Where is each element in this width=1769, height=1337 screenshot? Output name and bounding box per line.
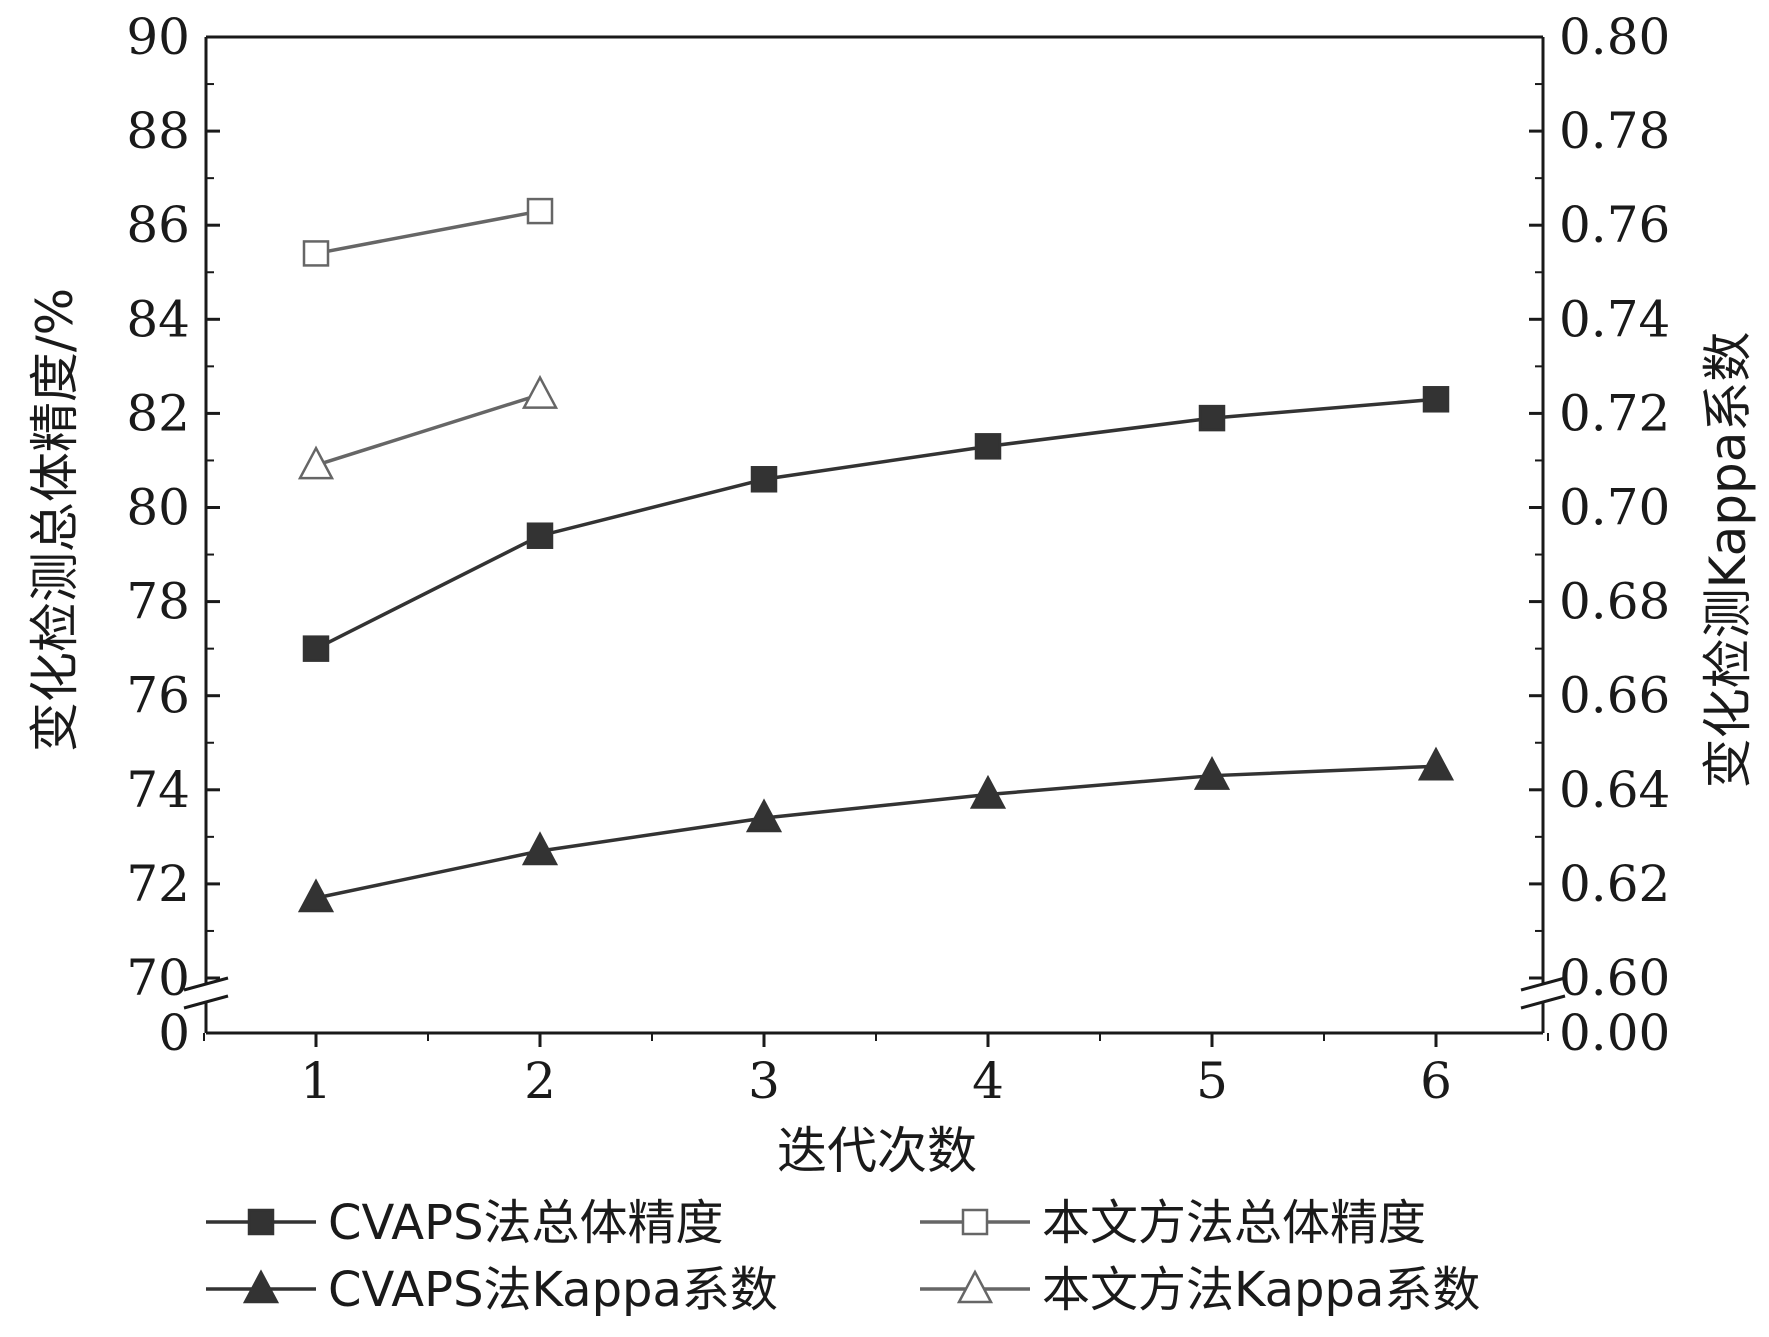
series-line [315, 764, 1437, 900]
right-tick-label: 0.62 [1559, 855, 1670, 913]
x-axis-title: 迭代次数 [777, 1122, 977, 1180]
axis-break-mark [183, 976, 229, 992]
data-point-marker [1193, 756, 1231, 790]
legend-item: CVAPS法总体精度 [206, 1195, 724, 1251]
legend-label: 本文方法总体精度 [1042, 1195, 1426, 1251]
data-point-marker [969, 774, 1007, 809]
left-tick-label: 76 [126, 667, 190, 725]
data-point-marker [1198, 404, 1226, 432]
x-tick-label: 3 [748, 1052, 780, 1110]
axis-break-mark [1520, 976, 1566, 992]
right-tick-label-zero: 0.00 [1559, 1004, 1670, 1062]
left-tick-label: 82 [126, 384, 190, 442]
left-tick-label: 86 [126, 196, 190, 254]
data-point-marker [526, 197, 554, 225]
right-tick-label: 0.80 [1559, 8, 1670, 66]
x-tick-label: 6 [1420, 1052, 1452, 1110]
series-layer [297, 197, 1455, 913]
legend-item: CVAPS法Kappa系数 [206, 1262, 778, 1318]
data-point-marker [302, 635, 330, 662]
data-point-marker [521, 374, 559, 409]
left-tick-label: 70 [126, 949, 190, 1007]
x-tick-label: 4 [972, 1052, 1004, 1110]
left-y-axis-title: 变化检测总体精度/% [26, 288, 84, 752]
axis-break-mark [1520, 994, 1566, 1010]
right-tick-label: 0.76 [1559, 196, 1670, 254]
right-tick-label: 0.72 [1559, 384, 1670, 442]
left-tick-label: 80 [126, 479, 190, 537]
data-point-marker [302, 240, 330, 267]
data-point-marker [526, 522, 554, 549]
left-tick-label: 84 [126, 290, 190, 348]
data-point-marker [297, 878, 335, 913]
x-tick-label: 1 [300, 1052, 332, 1110]
right-y-axis: 0.80 0.78 0.76 0.74 0.72 0.70 0.68 0.66 0.64 0.62… [1529, 8, 1670, 1062]
left-tick-label: 88 [126, 102, 190, 160]
series-2 [302, 197, 554, 267]
series-line [315, 392, 541, 467]
legend-item: 本文方法Kappa系数 [920, 1262, 1480, 1318]
legend-marker [961, 1208, 989, 1236]
x-axis: 1 2 3 4 5 6 [203, 1033, 1549, 1110]
data-point-marker [1422, 386, 1450, 413]
left-y-axis: 90 88 86 84 82 80 78 76 74 72 700 [126, 8, 220, 1062]
data-point-marker [1417, 746, 1455, 781]
legend-marker [956, 1269, 994, 1304]
left-tick-label: 74 [126, 761, 190, 819]
left-tick-label: 72 [126, 855, 190, 913]
series-line [315, 397, 1437, 651]
data-point-marker [750, 466, 778, 493]
legend-item: 本文方法总体精度 [920, 1195, 1426, 1251]
data-point-marker [974, 433, 1002, 460]
series-3 [297, 746, 1455, 913]
x-tick-label: 2 [524, 1052, 556, 1110]
legend-marker [247, 1208, 275, 1236]
data-point-marker [745, 798, 783, 833]
axis-break-mark [183, 994, 229, 1010]
series-line [315, 209, 541, 256]
right-tick-label: 0.64 [1559, 761, 1670, 819]
legend-label: 本文方法Kappa系数 [1042, 1262, 1480, 1318]
right-y-axis-title: 变化检测Kappa系数 [1699, 332, 1757, 789]
right-tick-label: 0.78 [1559, 102, 1670, 160]
series-1 [302, 386, 1450, 662]
right-tick-label: 0.70 [1559, 479, 1670, 537]
left-tick-label-zero: 0 [158, 1004, 190, 1062]
series-4 [297, 374, 559, 480]
data-point-marker [297, 445, 335, 480]
data-point-marker [521, 831, 559, 866]
left-tick-label: 90 [126, 8, 190, 66]
right-tick-label: 0.68 [1559, 573, 1670, 631]
legend: CVAPS法总体精度 本文方法总体精度 CVAPS法Kappa系数 本文方法Kappa… [206, 1195, 1480, 1318]
legend-label: CVAPS法总体精度 [328, 1195, 724, 1251]
right-tick-label: 0.60 [1559, 949, 1670, 1007]
right-tick-label: 0.74 [1559, 290, 1670, 348]
right-tick-label: 0.66 [1559, 667, 1670, 725]
x-tick-label: 5 [1196, 1052, 1228, 1110]
legend-marker [242, 1269, 280, 1304]
legend-label: CVAPS法Kappa系数 [328, 1262, 778, 1318]
left-tick-label: 78 [126, 573, 190, 631]
